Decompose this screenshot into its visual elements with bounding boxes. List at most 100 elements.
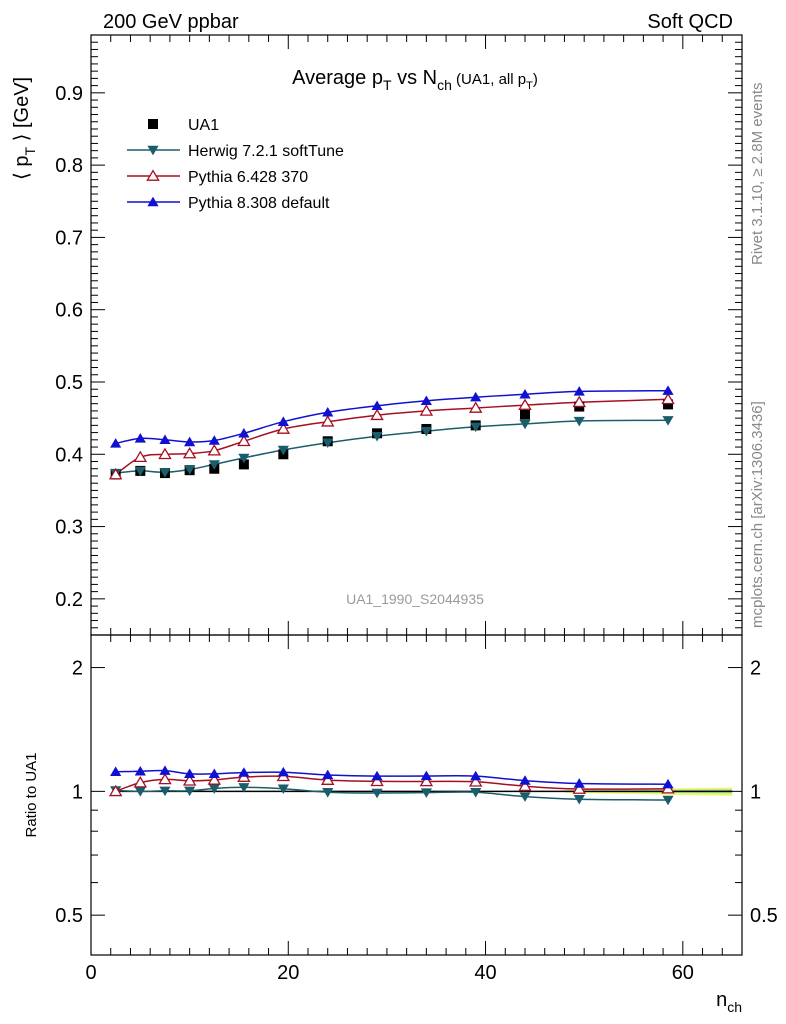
pythia6-point	[320, 415, 335, 427]
herwig-point	[159, 468, 171, 478]
pythia6-point	[468, 401, 483, 413]
category-label: Soft QCD	[647, 11, 733, 33]
herwig-ratio-point	[662, 795, 674, 806]
pythia6-point	[237, 434, 251, 447]
main-y-tick-label: 0.9	[55, 83, 83, 105]
ua1-point	[663, 399, 674, 410]
herwig-ratio-point	[134, 787, 146, 797]
legend-marker-pythia8	[147, 196, 159, 207]
legend-marker-ua1	[148, 119, 158, 129]
title-mid: vs N	[392, 67, 438, 89]
pythia6-ratio-point	[320, 773, 335, 785]
herwig-point	[662, 416, 674, 426]
ratio-y-tick-label-right: 2	[750, 658, 761, 680]
pythia8-ratio-point	[159, 765, 171, 775]
pythia8-ratio-point	[519, 775, 531, 785]
main-y-tick-label: 0.5	[55, 372, 83, 394]
main-y-tick-label: 0.7	[55, 227, 83, 249]
pythia6-point	[108, 467, 123, 480]
x-tick-label: 60	[672, 962, 694, 984]
pythia8-point	[208, 435, 220, 445]
pythia6-ratio-point	[572, 782, 586, 794]
ratio-series-lines	[115, 769, 669, 801]
herwig-point	[238, 453, 250, 464]
pythia8-point	[573, 386, 585, 396]
herwig-ratio-point	[208, 784, 220, 794]
main-y-tick-label: 0.8	[55, 155, 83, 177]
pythia6-curve	[115, 398, 669, 476]
pythia6-ratio-point	[133, 776, 148, 788]
main-y-tick-label: 0.4	[55, 444, 83, 466]
pythia8-ratio-point	[208, 768, 220, 779]
pythia6-point	[661, 392, 675, 405]
herwig-ratio-point	[519, 792, 531, 802]
pythia6-point	[276, 422, 291, 434]
pythia6-ratio-point	[158, 772, 172, 785]
pythia8-point	[322, 407, 334, 417]
herwig-point	[184, 465, 196, 475]
x-axis-label-main: n	[716, 989, 727, 1011]
ratio-axis-ticks	[90, 635, 743, 956]
title-prefix: Average p	[292, 67, 383, 89]
herwig-point	[277, 445, 289, 456]
pythia8-ratio-point	[662, 778, 674, 789]
pythia6-ratio-point	[518, 779, 532, 792]
pythia8-ratio-point	[371, 770, 383, 781]
main-y-tick-label: 0.6	[55, 300, 83, 322]
ratio-series-markers	[108, 765, 675, 806]
x-tick-labels: 0 20 40 60	[85, 962, 694, 984]
ratio-y-tick-label: 2	[72, 658, 83, 680]
pythia6-ratio-point	[207, 773, 222, 785]
herwig-point	[208, 460, 220, 470]
pythia8-ratio-point	[238, 767, 250, 777]
herwig-ratio-point	[159, 786, 171, 797]
pythia6-point	[158, 447, 172, 460]
herwig-ratio-point	[238, 783, 250, 793]
pythia8-point	[159, 434, 171, 445]
pythia8-point	[662, 385, 674, 395]
mcplots-label: mcplots.cern.ch [arXiv:1306.3436]	[749, 401, 766, 628]
pythia8-point	[371, 400, 383, 411]
pythia8-curve	[115, 389, 669, 445]
watermark: UA1_1990_S2044935	[346, 591, 484, 607]
x-tick-label: 20	[277, 962, 299, 984]
main-y-tick-label: 0.3	[55, 517, 83, 539]
main-y-tick-label: 0.2	[55, 589, 83, 611]
legend: UA1 Herwig 7.2.1 softTune Pythia 6.428 370…	[127, 117, 344, 212]
herwig-ratio-point	[470, 788, 482, 798]
pythia8-ratio-point	[184, 768, 196, 779]
pythia8-point	[184, 436, 196, 447]
herwig-curve	[115, 419, 669, 474]
rivet-label: Rivet 3.1.10, ≥ 2.8M events	[749, 83, 766, 266]
herwig-point	[573, 416, 585, 427]
y-axis-label-sub: T	[22, 147, 38, 156]
ratio-y-tick-label-right: 1	[750, 781, 761, 803]
legend-label-herwig: Herwig 7.2.1 softTune	[188, 143, 344, 160]
x-axis-label-sub: ch	[727, 999, 742, 1015]
x-tick-label: 0	[85, 962, 96, 984]
ratio-y-tick-label-right: 0.5	[750, 905, 778, 927]
pythia8-point	[110, 438, 122, 448]
pythia8-point	[277, 416, 289, 426]
herwig-point	[134, 466, 146, 477]
main-panel: 0.2 0.3 0.4 0.5 0.6 0.7 0.8 0.9 UA1_1990_S20449…	[11, 34, 743, 636]
pythia8-ratio-point	[573, 778, 585, 788]
pythia8-point	[238, 427, 250, 438]
pythia8-ratio-point	[420, 770, 432, 781]
herwig-ratio-point	[371, 788, 383, 799]
pythia6-ratio-point	[468, 775, 483, 787]
pythia6-point	[182, 446, 197, 459]
herwig-ratio-point	[573, 795, 585, 805]
pythia6-ratio-point	[419, 774, 434, 787]
energy-label: 200 GeV ppbar	[103, 11, 239, 33]
legend-label-pythia8: Pythia 8.308 default	[188, 195, 330, 212]
pythia8-ratio-point	[110, 766, 122, 776]
pythia6-ratio-point	[108, 784, 123, 797]
pythia8-point	[470, 391, 482, 402]
pythia6-ratio-point	[182, 774, 197, 786]
ratio-frame	[90, 634, 743, 956]
pythia6-point	[370, 408, 384, 421]
herwig-point	[371, 432, 383, 442]
pythia8-point	[420, 395, 432, 405]
title-sub-pt: T	[383, 77, 392, 93]
